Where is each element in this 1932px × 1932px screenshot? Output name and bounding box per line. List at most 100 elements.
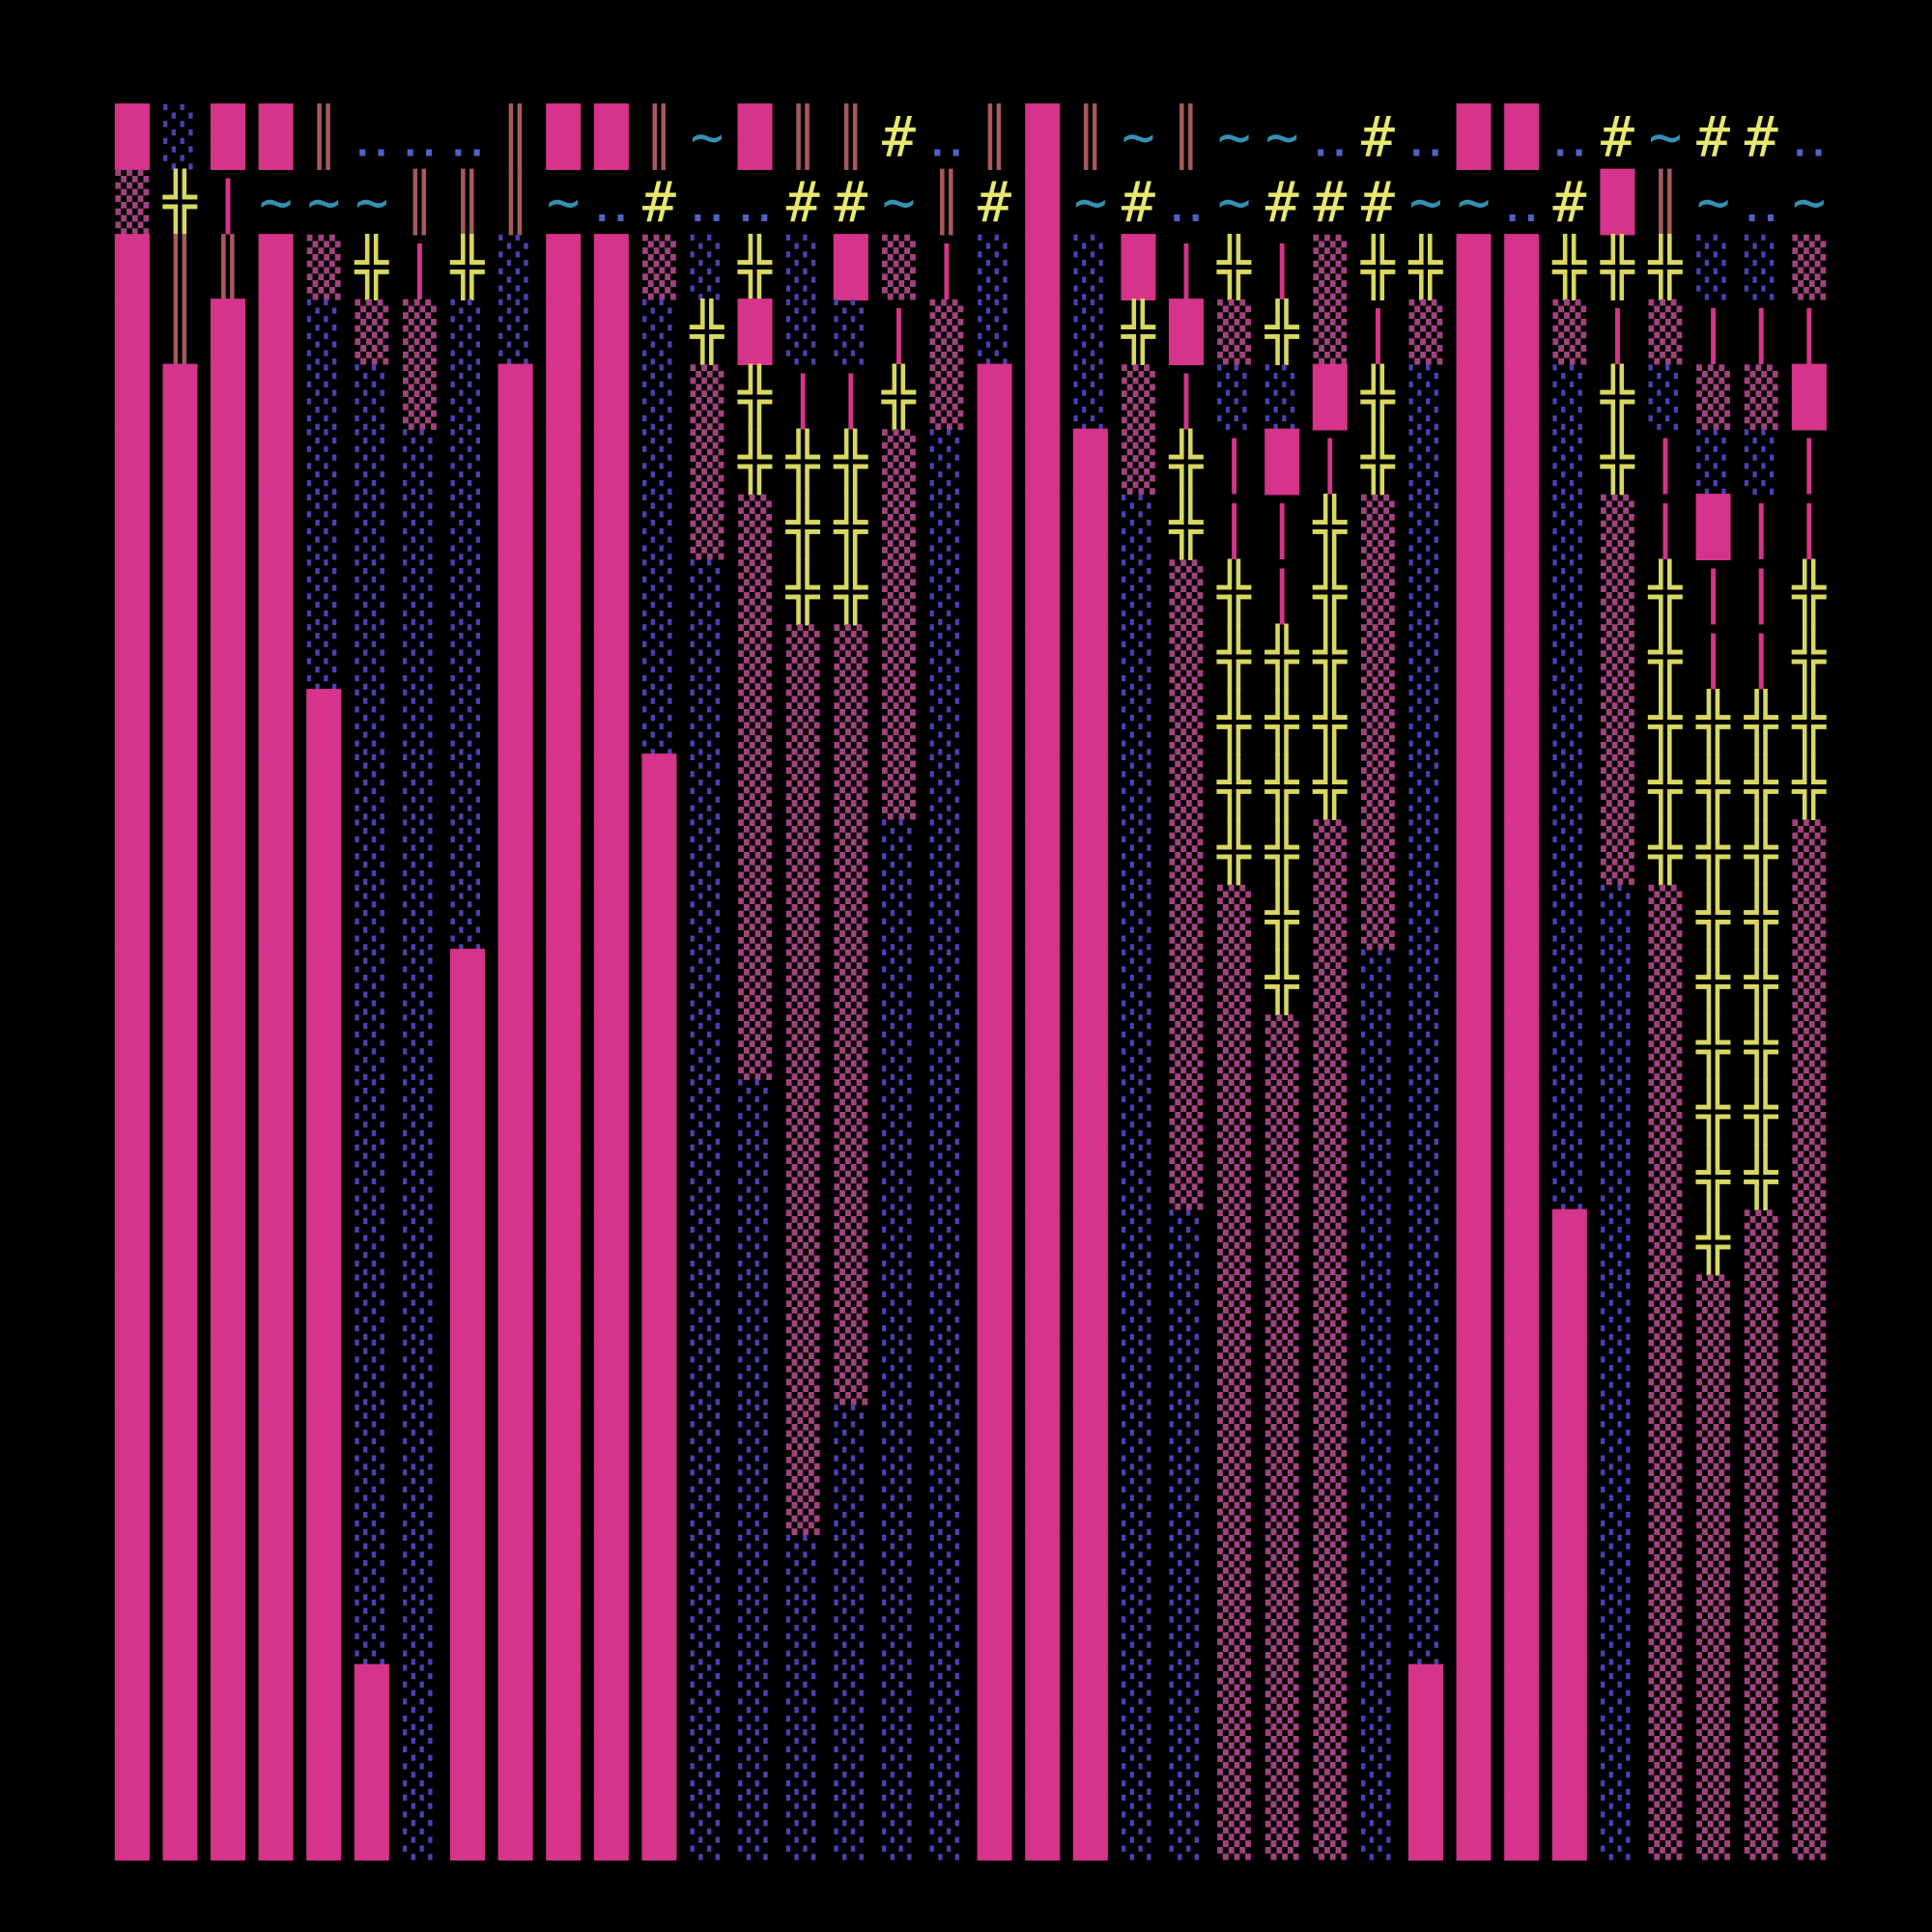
- map-cell: ▒: [1361, 689, 1395, 754]
- map-cell: ▒: [834, 1014, 867, 1080]
- map-cell: ░: [355, 624, 388, 690]
- map-cell: ░: [930, 754, 964, 820]
- map-cell: ░: [403, 494, 437, 559]
- map-cell: █: [211, 363, 246, 431]
- map-cell: ░: [691, 950, 724, 1015]
- map-cell: ▒: [1361, 559, 1395, 625]
- map-cell: ▒: [1313, 950, 1347, 1015]
- map-cell: |: [1217, 494, 1251, 559]
- map-cell: █: [162, 1013, 198, 1081]
- map-cell: █: [593, 1338, 629, 1406]
- map-cell: ▒: [834, 689, 867, 754]
- map-cell: ▒: [1792, 1469, 1826, 1535]
- map-row: █ █ █ █ █ ░ ░ ░ █ █ █ █ ░ ▒ ▒ ▒ ░ ░ █ █ █ ░ ▒ ╬ ╬ ▒ ▒ ░ █ █ ░ ▒ ╬ ╬ ╬ ▒: [114, 818, 1826, 886]
- map-cell: ╬: [785, 493, 821, 560]
- map-cell: ‥: [1743, 169, 1780, 235]
- map-cell: █: [1504, 1468, 1540, 1536]
- map-cell: #: [1122, 169, 1155, 235]
- map-cell: ░: [1601, 1339, 1634, 1405]
- map-cell: ░: [355, 1014, 388, 1080]
- map-cell: ▒: [1265, 1405, 1299, 1470]
- map-cell: ░: [978, 299, 1011, 365]
- map-cell: █: [593, 623, 629, 691]
- map-cell: ‥: [449, 104, 487, 170]
- map-cell: ▒: [1313, 1339, 1347, 1405]
- map-cell: ╬: [1744, 1078, 1779, 1146]
- map-cell: █: [977, 1663, 1012, 1731]
- map-cell: █: [211, 949, 246, 1016]
- map-cell: ╬: [737, 233, 773, 300]
- map-cell: ░: [691, 234, 724, 299]
- map-cell: ▒: [1601, 494, 1634, 559]
- map-row: █ ║ ║ █ ▒ ╬ | ╬ ░ █ █ ▒ ░ ╬ ░ █ ▒ | ░ █ ░ █ | ╬ | ▒ ╬ ╬ █ █ ╬ ╬ ╬ ░ ░ ▒: [114, 233, 1826, 300]
- map-cell: |: [1170, 364, 1204, 430]
- map-cell: ░: [403, 1014, 437, 1080]
- map-cell: █: [1072, 1599, 1108, 1666]
- map-cell: ▒: [1170, 819, 1204, 885]
- map-cell: ░: [1122, 1339, 1155, 1405]
- map-cell: █: [1456, 428, 1492, 496]
- map-cell: █: [1025, 1338, 1061, 1406]
- map-cell: #: [642, 169, 676, 235]
- map-cell: ╬: [1648, 818, 1684, 886]
- map-cell: ░: [978, 234, 1011, 299]
- map-cell: █: [258, 363, 294, 431]
- map-cell: #: [1361, 104, 1395, 170]
- map-cell: ~: [1217, 169, 1251, 235]
- map-cell: █: [497, 1533, 533, 1601]
- map-cell: █: [1025, 1273, 1061, 1341]
- map-cell: ░: [355, 950, 388, 1015]
- map-cell: █: [114, 1143, 150, 1210]
- map-cell: ╬: [1360, 233, 1396, 300]
- map-cell: ▒: [1313, 1274, 1347, 1340]
- map-cell: █: [641, 818, 677, 886]
- map-cell: ▒: [1745, 1405, 1778, 1470]
- map-cell: ░: [1409, 1469, 1443, 1535]
- map-cell: ░: [882, 1600, 916, 1665]
- map-cell: █: [162, 1338, 198, 1406]
- map-cell: ▒: [1217, 1469, 1251, 1535]
- map-cell: ░: [1122, 1079, 1155, 1145]
- map-cell: ░: [642, 299, 676, 365]
- map-cell: ▒: [786, 1405, 820, 1470]
- map-cell: █: [1408, 1663, 1444, 1731]
- map-cell: ▒: [1217, 1600, 1251, 1665]
- map-cell: ░: [691, 689, 724, 754]
- map-cell: ░: [1170, 1469, 1204, 1535]
- map-cell: ▒: [1170, 689, 1204, 754]
- map-cell: ░: [403, 1534, 437, 1600]
- map-cell: █: [1456, 1208, 1492, 1276]
- map-cell: █: [1025, 103, 1061, 171]
- map-cell: █: [977, 1793, 1012, 1861]
- map-cell: ▒: [1217, 1405, 1251, 1470]
- map-cell: █: [593, 103, 629, 171]
- map-cell: █: [1072, 1793, 1108, 1861]
- map-cell: █: [258, 493, 294, 560]
- map-cell: ░: [1745, 234, 1778, 299]
- map-row: █ █ █ █ █ ░ ░ ░ █ █ █ █ ░ ▒ ▒ ▒ ▒ ░ █ █ █ ░ ▒ ╬ ╬ ╬ ▒ ░ █ █ ░ ▒ ╬ ╬ ╬ ╬: [114, 753, 1827, 821]
- map-cell: ░: [355, 689, 388, 754]
- map-cell: █: [1025, 1013, 1061, 1081]
- map-cell: ▒: [882, 494, 916, 559]
- map-cell: ░: [355, 1339, 388, 1405]
- map-cell: ║: [403, 168, 437, 236]
- map-cell: ~: [1409, 169, 1443, 235]
- map-cell: ░: [1409, 1534, 1443, 1600]
- map-cell: ▒: [1696, 364, 1730, 430]
- map-cell: █: [162, 1078, 198, 1146]
- map-cell: ░: [691, 1405, 724, 1470]
- map-cell: |: [1745, 624, 1778, 690]
- map-cell: ╬: [1791, 558, 1827, 626]
- map-cell: ▒: [1361, 494, 1395, 559]
- map-cell: ▒: [882, 754, 916, 820]
- map-cell: ▒: [1313, 1729, 1347, 1795]
- map-cell: ░: [1601, 1664, 1634, 1730]
- map-cell: ▒: [1601, 819, 1634, 885]
- map-cell: ░: [1601, 1274, 1634, 1340]
- map-cell: ░: [882, 950, 916, 1015]
- map-cell: ▒: [1313, 1209, 1347, 1275]
- map-cell: ░: [355, 1600, 388, 1665]
- map-cell: ░: [403, 1405, 437, 1470]
- map-cell: ░: [930, 559, 964, 625]
